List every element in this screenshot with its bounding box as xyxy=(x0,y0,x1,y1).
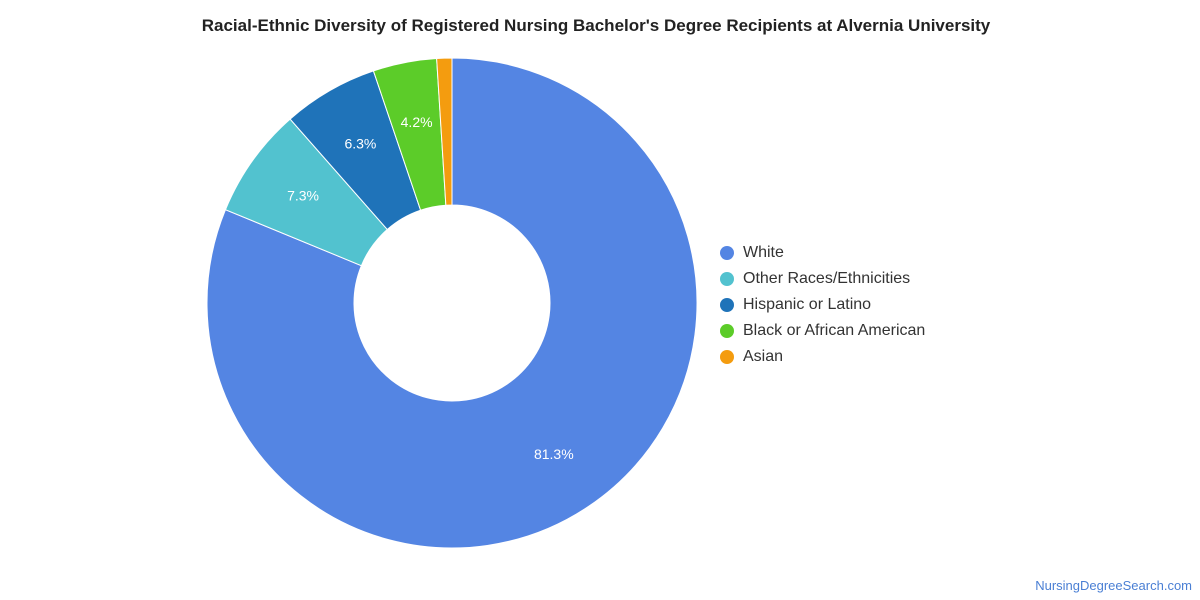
legend-swatch xyxy=(720,298,734,312)
slice-label-other-races-ethnicities: 7.3% xyxy=(287,187,319,203)
slice-label-hispanic-or-latino: 6.3% xyxy=(344,135,376,151)
legend-label: Asian xyxy=(743,348,784,365)
legend-swatch xyxy=(720,246,734,260)
slice-white[interactable] xyxy=(206,57,698,549)
slice-label-black-or-african-american: 4.2% xyxy=(401,114,433,130)
slice-asian[interactable] xyxy=(436,57,453,206)
legend-swatch xyxy=(720,350,734,364)
legend-item-other-races-ethnicities[interactable]: Other Races/Ethnicities xyxy=(720,266,925,292)
source-credit[interactable]: NursingDegreeSearch.com xyxy=(1035,578,1192,593)
legend-label: Black or African American xyxy=(743,322,926,339)
legend-swatch xyxy=(720,324,734,338)
chart-title: Racial-Ethnic Diversity of Registered Nu… xyxy=(201,16,991,35)
legend-label: White xyxy=(743,244,784,261)
legend-item-asian[interactable]: Asian xyxy=(720,344,925,370)
legend-item-white[interactable]: White xyxy=(720,240,925,266)
slice-label-white: 81.3% xyxy=(534,446,574,462)
chart-legend: White Other Races/Ethnicities Hispanic or … xyxy=(720,240,925,370)
legend-label: Other Races/Ethnicities xyxy=(743,270,911,287)
legend-swatch xyxy=(720,272,734,286)
legend-item-hispanic-or-latino[interactable]: Hispanic or Latino xyxy=(720,292,925,318)
legend-label: Hispanic or Latino xyxy=(743,296,872,313)
legend-item-black-or-african-american[interactable]: Black or African American xyxy=(720,318,925,344)
